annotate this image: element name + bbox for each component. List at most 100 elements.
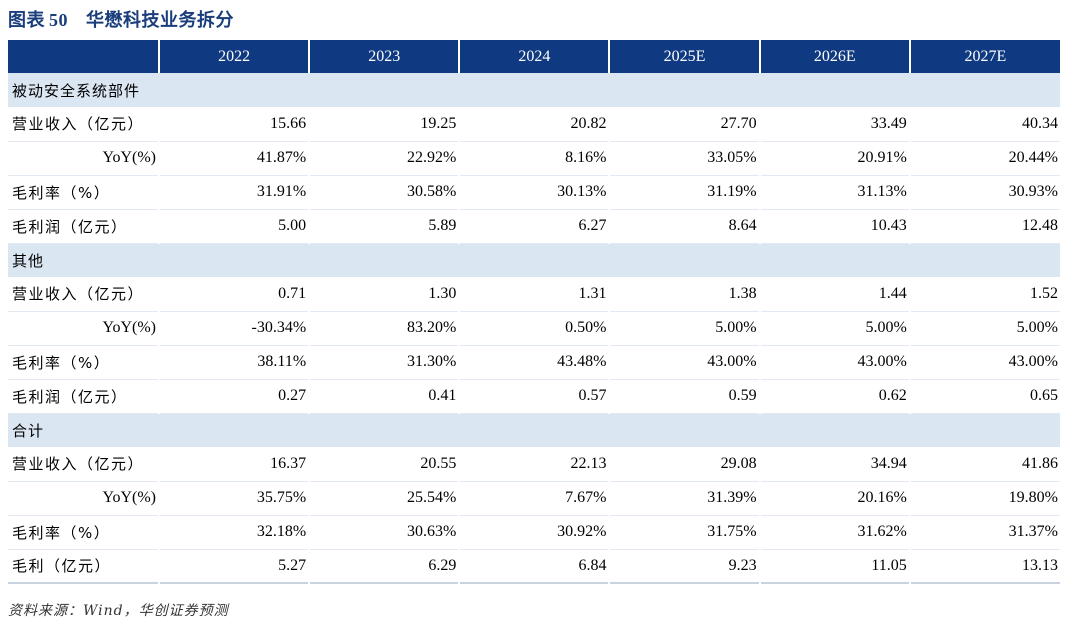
value-cell: 41.86	[909, 447, 1060, 482]
value-cell: 30.13%	[459, 175, 611, 210]
value-cell: 31.91%	[159, 175, 311, 210]
value-cell: 20.82	[459, 107, 611, 142]
value-cell: 30.63%	[309, 515, 461, 550]
value-cell: 1.44	[759, 277, 911, 312]
value-cell: 20.55	[309, 447, 461, 482]
value-cell: 30.93%	[909, 175, 1060, 210]
value-cell: 38.11%	[159, 345, 311, 380]
value-cell: 13.13	[909, 549, 1060, 584]
row-label: 营业收入（亿元）	[8, 107, 160, 142]
value-cell: 6.84	[459, 549, 611, 584]
value-cell: 43.48%	[459, 345, 611, 380]
value-cell: 11.05	[759, 549, 911, 584]
row-label: YoY(%)	[8, 481, 160, 516]
value-cell: 5.00	[159, 209, 311, 244]
value-cell: 10.43	[759, 209, 911, 244]
value-cell: 6.29	[309, 549, 461, 584]
source-note: 资料来源：Wind，华创证券预测	[8, 603, 229, 619]
value-cell: 43.00%	[609, 345, 761, 380]
value-cell: 31.39%	[609, 481, 761, 516]
table-body: 被动安全系统部件 营业收入（亿元） 15.66 19.25 20.82 27.70 33.4…	[8, 73, 1060, 584]
figure-number: 50	[49, 10, 68, 30]
value-cell: 7.67%	[459, 481, 611, 516]
value-cell: 0.27	[159, 379, 311, 414]
row-label: 毛利（亿元）	[8, 549, 160, 584]
value-cell: 40.34	[909, 107, 1060, 142]
header-row: 2022 2023 2024 2025E 2026E 2027E	[8, 40, 1060, 73]
table-row: 营业收入（亿元） 16.37 20.55 22.13 29.08 34.94 41.86	[8, 447, 1060, 482]
row-label: YoY(%)	[8, 141, 160, 176]
header-cell-year: 2022	[159, 40, 311, 73]
value-cell: 8.64	[609, 209, 761, 244]
figure-label: 图表	[8, 10, 45, 31]
table-row: YoY(%) -30.34% 83.20% 0.50% 5.00% 5.00% 5.00%	[8, 311, 1060, 346]
value-cell: 20.91%	[759, 141, 911, 176]
value-cell: 0.65	[909, 379, 1060, 414]
value-cell: 19.25	[309, 107, 461, 142]
value-cell: 31.13%	[759, 175, 911, 210]
value-cell: 31.37%	[909, 515, 1060, 550]
table-row: 毛利率（%） 32.18% 30.63% 30.92% 31.75% 31.62% 31.3…	[8, 515, 1060, 550]
table-row: YoY(%) 35.75% 25.54% 7.67% 31.39% 20.16% 19.80…	[8, 481, 1060, 516]
header-cell-year: 2023	[309, 40, 461, 73]
row-label: 毛利润（亿元）	[8, 209, 160, 244]
value-cell: 32.18%	[159, 515, 311, 550]
value-cell: 33.05%	[609, 141, 761, 176]
value-cell: 20.16%	[759, 481, 911, 516]
value-cell: 43.00%	[909, 345, 1060, 380]
section-row: 合计	[8, 413, 1060, 447]
value-cell: 1.52	[909, 277, 1060, 312]
row-label: 毛利率（%）	[8, 515, 160, 550]
value-cell: 31.30%	[309, 345, 461, 380]
header-cell-year: 2025E	[609, 40, 761, 73]
value-cell: 5.00%	[609, 311, 761, 346]
value-cell: 9.23	[609, 549, 761, 584]
value-cell: 30.92%	[459, 515, 611, 550]
value-cell: 0.50%	[459, 311, 611, 346]
figure-title: 图表 50 华懋科技业务拆分	[8, 6, 234, 32]
value-cell: 1.31	[459, 277, 611, 312]
row-label: 毛利率（%）	[8, 175, 160, 210]
value-cell: 30.58%	[309, 175, 461, 210]
value-cell: 83.20%	[309, 311, 461, 346]
value-cell: 35.75%	[159, 481, 311, 516]
header-cell-year: 2024	[459, 40, 611, 73]
value-cell: 25.54%	[309, 481, 461, 516]
table-row: 毛利润（亿元） 5.00 5.89 6.27 8.64 10.43 12.48	[8, 209, 1060, 244]
value-cell: 16.37	[159, 447, 311, 482]
row-label: 营业收入（亿元）	[8, 277, 160, 312]
value-cell: 31.62%	[759, 515, 911, 550]
value-cell: -30.34%	[159, 311, 311, 346]
value-cell: 27.70	[609, 107, 761, 142]
value-cell: 1.30	[309, 277, 461, 312]
business-split-table: 2022 2023 2024 2025E 2026E 2027E 被动安全系统部…	[8, 40, 1060, 584]
section-title: 其他	[8, 243, 1060, 277]
value-cell: 5.00%	[759, 311, 911, 346]
table-row: 营业收入（亿元） 15.66 19.25 20.82 27.70 33.49 40.34	[8, 107, 1060, 142]
value-cell: 15.66	[159, 107, 311, 142]
section-title: 被动安全系统部件	[8, 73, 1060, 107]
value-cell: 0.59	[609, 379, 761, 414]
table-row: 毛利率（%） 31.91% 30.58% 30.13% 31.19% 31.13% 30.9…	[8, 175, 1060, 210]
row-label: 毛利率（%）	[8, 345, 160, 380]
value-cell: 0.62	[759, 379, 911, 414]
header-cell-year: 2027E	[909, 40, 1060, 73]
section-title: 合计	[8, 413, 1060, 447]
value-cell: 22.92%	[309, 141, 461, 176]
value-cell: 0.41	[309, 379, 461, 414]
table-row: 毛利（亿元） 5.27 6.29 6.84 9.23 11.05 13.13	[8, 549, 1060, 584]
value-cell: 19.80%	[909, 481, 1060, 516]
value-cell: 41.87%	[159, 141, 311, 176]
value-cell: 31.19%	[609, 175, 761, 210]
table-row: YoY(%) 41.87% 22.92% 8.16% 33.05% 20.91% 20.44…	[8, 141, 1060, 176]
table-row: 营业收入（亿元） 0.71 1.30 1.31 1.38 1.44 1.52	[8, 277, 1060, 312]
value-cell: 22.13	[459, 447, 611, 482]
value-cell: 5.89	[309, 209, 461, 244]
value-cell: 33.49	[759, 107, 911, 142]
value-cell: 20.44%	[909, 141, 1060, 176]
value-cell: 34.94	[759, 447, 911, 482]
value-cell: 8.16%	[459, 141, 611, 176]
value-cell: 5.00%	[909, 311, 1060, 346]
header-cell-blank	[8, 40, 160, 73]
value-cell: 0.71	[159, 277, 311, 312]
